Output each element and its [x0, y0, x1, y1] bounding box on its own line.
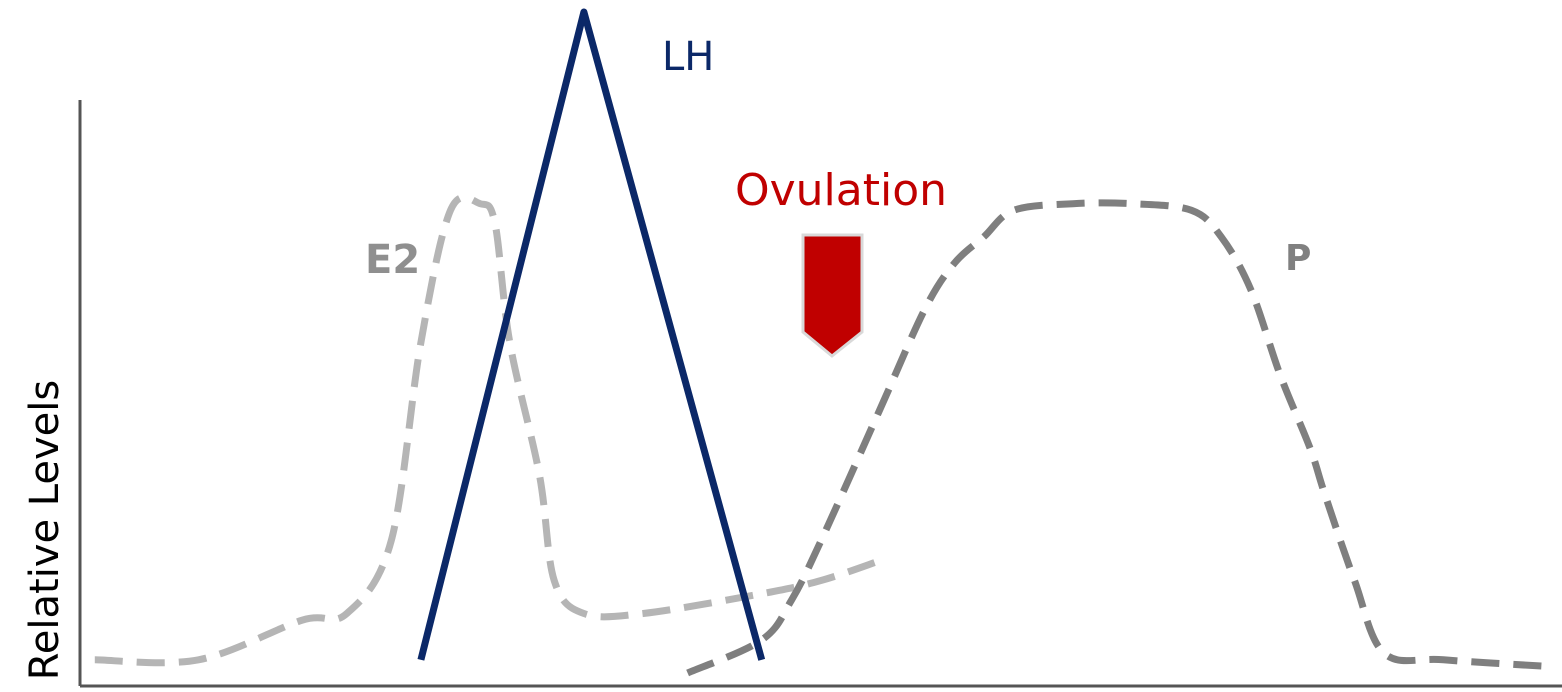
- series-label-e2: E2: [365, 237, 420, 283]
- y-axis-label: Relative Levels: [22, 380, 68, 680]
- series-label-lh: LH: [662, 34, 714, 80]
- series-layer: [94, 8, 1548, 677]
- series-line-lh: [417, 8, 766, 661]
- ovulation-label: Ovulation: [735, 165, 947, 216]
- series-label-p: P: [1285, 238, 1311, 279]
- ovulation-arrow-icon: [801, 233, 864, 358]
- series-line-p: [686, 199, 1548, 677]
- series-line-e2: [94, 193, 882, 667]
